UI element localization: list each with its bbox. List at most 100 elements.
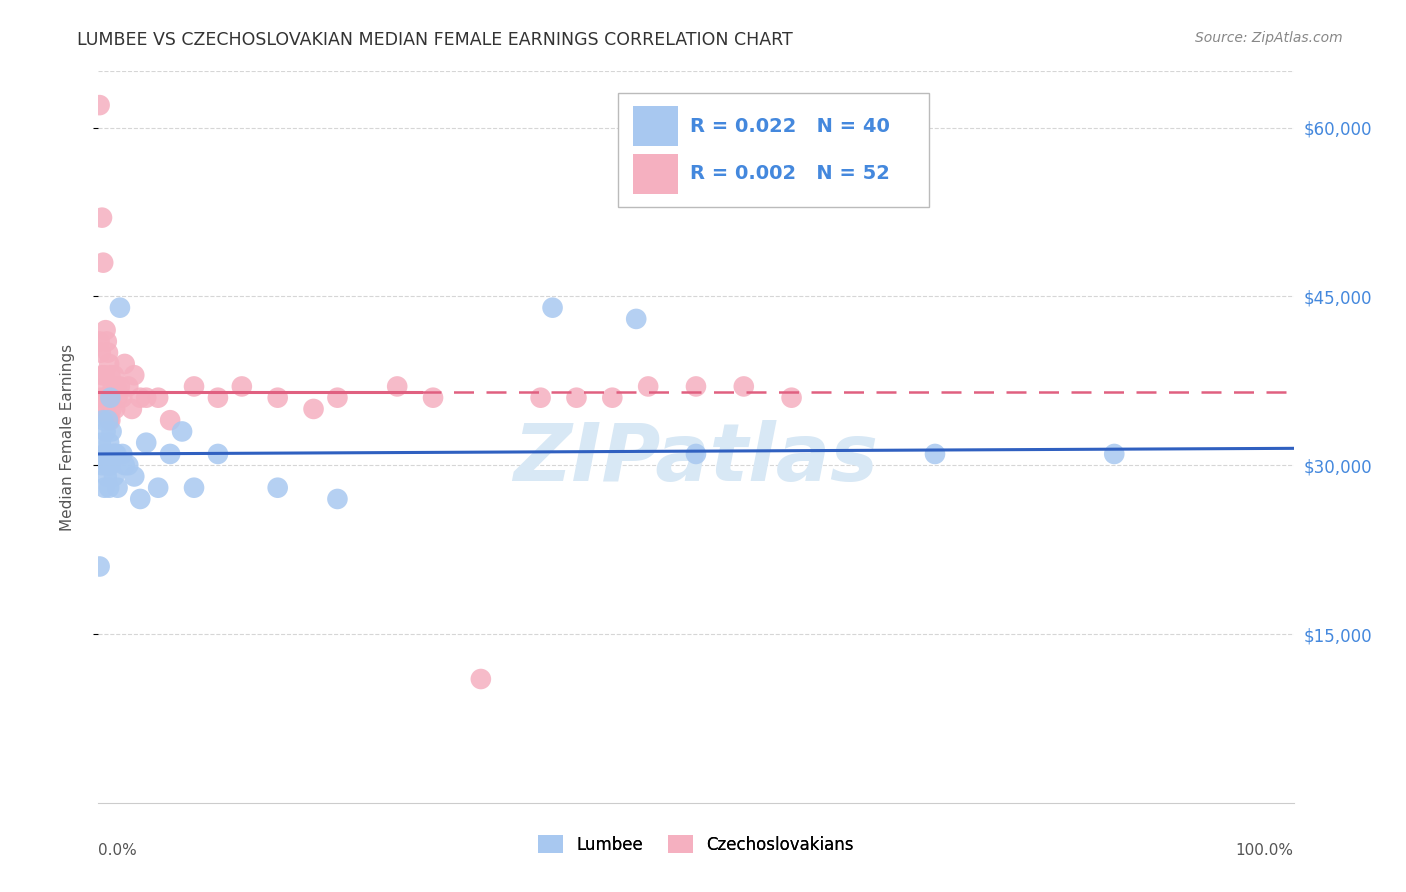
Point — [91, 211, 114, 225]
Point — [96, 379, 118, 393]
Point — [780, 391, 803, 405]
Point — [124, 469, 146, 483]
Point — [101, 379, 124, 393]
Point — [98, 413, 122, 427]
Point — [94, 425, 117, 439]
Point — [103, 469, 125, 483]
Point — [93, 481, 115, 495]
Point — [93, 391, 115, 405]
Point — [267, 391, 290, 405]
Point — [90, 435, 112, 450]
Point — [685, 379, 707, 393]
Point — [97, 391, 120, 405]
Point — [385, 379, 409, 393]
Point — [626, 312, 648, 326]
Text: ZIPatlas: ZIPatlas — [513, 420, 879, 498]
Point — [114, 357, 136, 371]
Point — [183, 481, 205, 495]
Point — [924, 447, 946, 461]
Point — [129, 491, 152, 506]
Point — [96, 469, 118, 483]
Point — [104, 447, 127, 461]
Point — [135, 435, 157, 450]
Point — [637, 379, 659, 393]
Point — [207, 447, 229, 461]
Legend: Lumbee, Czechoslovakians: Lumbee, Czechoslovakians — [531, 829, 860, 860]
Point — [90, 345, 112, 359]
Point — [565, 391, 588, 405]
Point — [422, 391, 444, 405]
Point — [159, 447, 181, 461]
Point — [98, 391, 122, 405]
Point — [541, 301, 564, 315]
Point — [129, 391, 152, 405]
Point — [93, 447, 115, 461]
Point — [1104, 447, 1126, 461]
Point — [530, 391, 553, 405]
Point — [97, 345, 120, 359]
Point — [172, 425, 194, 439]
Point — [121, 401, 143, 416]
Text: LUMBEE VS CZECHOSLOVAKIAN MEDIAN FEMALE EARNINGS CORRELATION CHART: LUMBEE VS CZECHOSLOVAKIAN MEDIAN FEMALE … — [77, 31, 793, 49]
Point — [98, 368, 122, 383]
Point — [94, 323, 117, 337]
Point — [98, 481, 121, 495]
Text: 100.0%: 100.0% — [1236, 843, 1294, 858]
Point — [89, 98, 111, 112]
FancyBboxPatch shape — [633, 153, 678, 194]
Point — [100, 401, 122, 416]
Point — [104, 401, 127, 416]
Point — [89, 559, 111, 574]
Point — [91, 413, 114, 427]
Point — [114, 458, 136, 473]
Point — [93, 368, 115, 383]
Point — [470, 672, 492, 686]
Point — [107, 391, 129, 405]
Point — [105, 447, 128, 461]
Point — [267, 481, 290, 495]
Point — [183, 379, 205, 393]
FancyBboxPatch shape — [633, 106, 678, 146]
Point — [148, 391, 170, 405]
Point — [97, 413, 120, 427]
Point — [89, 334, 111, 349]
Point — [94, 401, 117, 416]
Point — [101, 447, 124, 461]
Point — [685, 447, 707, 461]
Text: 0.0%: 0.0% — [98, 843, 138, 858]
Point — [135, 391, 157, 405]
Point — [96, 334, 118, 349]
Point — [107, 481, 129, 495]
Point — [302, 401, 325, 416]
Text: R = 0.022   N = 40: R = 0.022 N = 40 — [690, 117, 890, 136]
Point — [100, 425, 122, 439]
Point — [111, 391, 134, 405]
Point — [91, 458, 114, 473]
Point — [98, 458, 122, 473]
Point — [105, 379, 128, 393]
Point — [117, 379, 139, 393]
Point — [326, 491, 349, 506]
Point — [108, 301, 131, 315]
Point — [98, 413, 121, 427]
Point — [117, 458, 139, 473]
Point — [111, 447, 134, 461]
Point — [733, 379, 755, 393]
Point — [98, 357, 121, 371]
Point — [91, 401, 114, 416]
Point — [148, 481, 170, 495]
Text: R = 0.002   N = 52: R = 0.002 N = 52 — [690, 164, 890, 183]
Point — [91, 368, 114, 383]
Point — [90, 391, 112, 405]
Point — [108, 379, 131, 393]
Point — [602, 391, 624, 405]
Point — [231, 379, 253, 393]
Point — [124, 368, 146, 383]
Point — [326, 391, 349, 405]
Y-axis label: Median Female Earnings: Median Female Earnings — [60, 343, 75, 531]
Point — [91, 255, 114, 269]
Point — [159, 413, 181, 427]
FancyBboxPatch shape — [619, 94, 929, 207]
Point — [97, 458, 120, 473]
Point — [98, 435, 121, 450]
